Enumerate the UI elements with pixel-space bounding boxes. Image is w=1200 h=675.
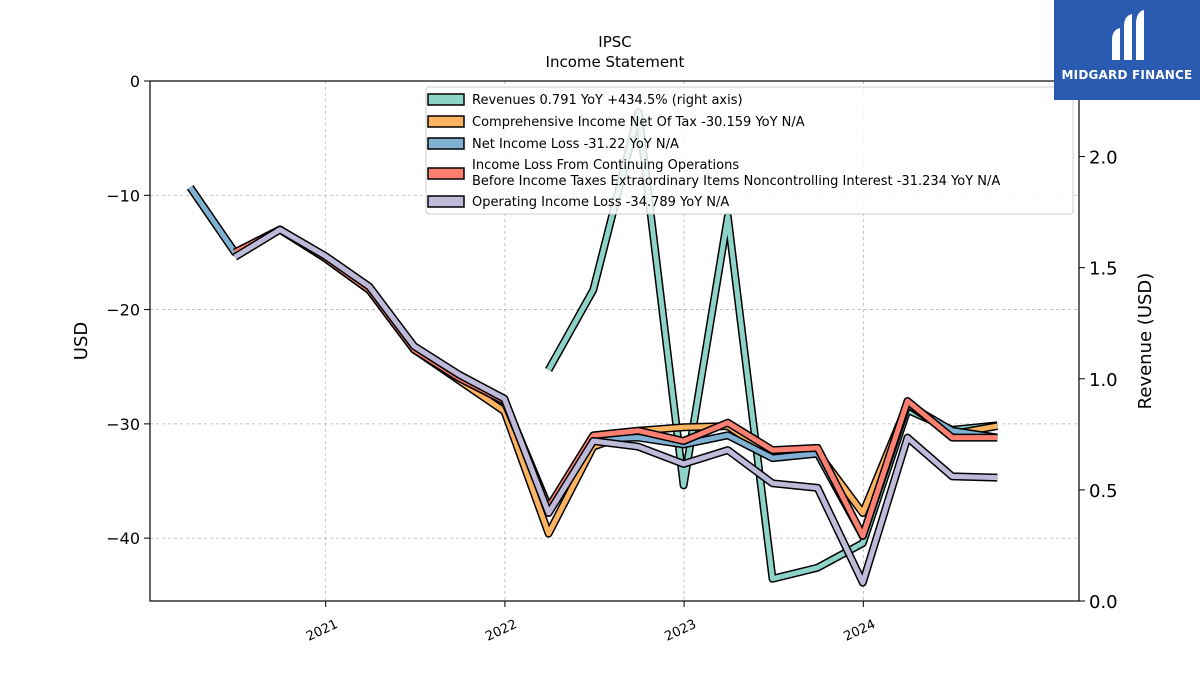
legend-label-operating: Operating Income Loss -34.789 YoY N/A [472,195,729,210]
legend-swatch-operating [427,195,465,208]
legend-label-revenues: Revenues 0.791 YoY +434.5% (right axis) [472,93,743,108]
y-tick-label: −20 [106,301,140,320]
legend-swatch-net-income [427,137,465,150]
logo-mark-icon [1112,10,1144,60]
legend-box [425,86,1074,215]
y-right-tick-label: 0.0 [1089,592,1118,613]
plot-frame [149,80,1080,602]
y-axis-right-label: Revenue (USD) [1135,273,1156,410]
y-tick-label: −40 [106,529,140,548]
y-axis-label: USD [71,322,92,360]
midgard-finance-logo: MIDGARD FINANCE [1054,0,1200,100]
x-tick-label: 2024 [842,617,878,645]
x-tick-label: 2021 [304,617,340,645]
y-tick-label: 0 [130,72,140,91]
legend-label-net-income: Net Income Loss -31.22 YoY N/A [472,137,679,152]
legend: Revenues 0.791 YoY +434.5% (right axis) … [425,86,1074,215]
y-tick-label: −10 [106,186,140,205]
y-tick-label: −30 [106,415,140,434]
legend-swatch-pretax [427,167,465,180]
y-right-tick-label: 1.5 [1089,259,1118,280]
legend-label-pretax-line1: Income Loss From Continuing Operations [472,158,739,173]
legend-swatch-comprehensive [427,115,465,128]
x-tick-label: 2022 [483,617,519,645]
chart-subtitle: Income Statement [546,53,685,71]
logo-text: MIDGARD FINANCE [1061,68,1193,82]
legend-swatch-revenues [427,93,465,106]
legend-label-pretax-line2: Before Income Taxes Extraordinary Items … [472,174,1000,189]
y-right-tick-label: 1.0 [1089,370,1118,391]
x-tick-label: 2023 [662,617,698,645]
series-outline-4 [232,225,998,587]
series-lines [186,108,998,587]
y-right-tick-label: 2.0 [1089,148,1118,169]
y-right-tick-label: 0.5 [1089,481,1118,502]
chart-title: IPSC [598,33,631,51]
legend-label-comprehensive: Comprehensive Income Net Of Tax -30.159 … [472,115,805,130]
series-line-4 [233,227,998,586]
